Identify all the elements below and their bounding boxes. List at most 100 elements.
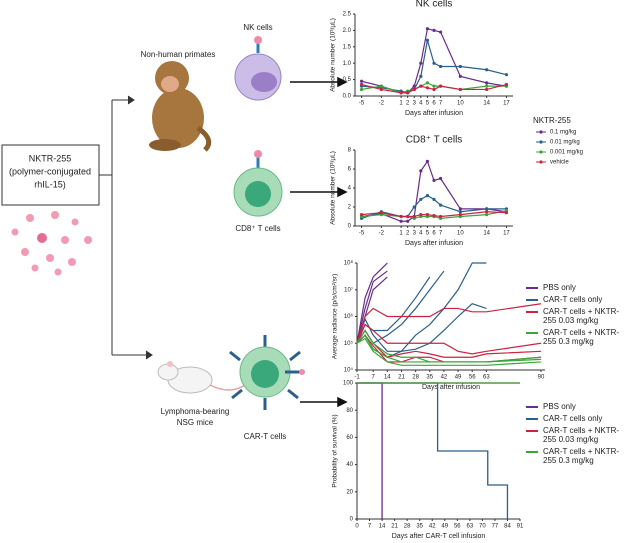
point [425, 213, 430, 217]
point [425, 27, 430, 31]
point [406, 214, 410, 219]
y-tick-label: 0.5 [343, 77, 352, 83]
x-tick-label: 56 [454, 524, 461, 530]
legend: PBS only CAR-T cells only CAR-T cells + NK… [526, 283, 626, 349]
legend-item: PBS only [526, 402, 626, 411]
drug-box [1, 144, 100, 206]
legend-swatch [539, 150, 543, 154]
x-tick-label: 35 [426, 375, 433, 381]
animal-line [356, 262, 388, 344]
legend-item: CAR-T cells only [526, 414, 626, 423]
mice-label: NSG mice [177, 418, 214, 427]
x-tick-label: 63 [467, 524, 474, 530]
point [485, 210, 489, 214]
y-tick-label: 0 [350, 517, 354, 523]
car-t-label: CAR-T cells [244, 432, 287, 441]
x-tick-label: 5 [426, 101, 430, 107]
x-tick-label: 6 [432, 101, 436, 107]
point [425, 159, 430, 163]
y-axis-label: Average radiance (p/s/cm²/sr) [332, 274, 339, 360]
y-tick-label: 1.5 [343, 44, 352, 50]
point [458, 207, 462, 211]
point [419, 213, 423, 217]
y-tick-label: 0 [348, 224, 352, 230]
x-tick-label: 14 [483, 101, 490, 107]
animal-line [356, 303, 542, 344]
x-tick-label: 49 [455, 375, 462, 381]
legend-title: NKTR-255 [533, 116, 571, 125]
legend-label: CAR-T cells only [543, 295, 603, 304]
x-tick-label: 28 [412, 375, 419, 381]
survival-curve [357, 382, 383, 519]
point [379, 87, 383, 92]
legend-item: PBS only [526, 283, 626, 292]
legend-swatch [526, 418, 538, 420]
y-axis-label: Probability of survival (%) [332, 414, 339, 487]
x-tick-label: 56 [469, 375, 476, 381]
legend-swatch [526, 406, 538, 408]
x-tick-label: 3 [413, 101, 417, 107]
legend-label: 0.01 mg/kg [550, 140, 580, 146]
point [425, 81, 430, 85]
point [359, 213, 364, 217]
point [485, 81, 489, 85]
point [458, 87, 462, 92]
legend-label: 0.1 mg/kg [550, 130, 576, 136]
y-tick-label: 10⁸ [344, 260, 354, 267]
animal-line [356, 270, 445, 345]
animal-line [356, 329, 541, 363]
monkey-illustration [149, 61, 212, 152]
legend-label: CAR-T cells + NKTR-255 0.3 mg/kg [543, 447, 620, 465]
x-tick-label: 17 [503, 101, 510, 107]
point [432, 87, 436, 92]
x-tick-label: 3 [413, 231, 417, 237]
x-tick-label: 77 [492, 524, 499, 530]
y-tick-label: 8 [348, 148, 352, 154]
x-tick-label: 6 [432, 231, 436, 237]
cd8-cell-illustration [233, 150, 283, 217]
x-tick-label: 4 [419, 231, 423, 237]
x-axis-label: Days after infusion [422, 384, 480, 391]
y-tick-label: 10⁴ [344, 367, 354, 374]
point [419, 61, 423, 65]
point [425, 86, 430, 90]
x-tick-label: 0 [355, 524, 359, 530]
x-tick-label: 42 [441, 375, 448, 381]
legend-swatch [526, 299, 538, 301]
legend-label: PBS only [543, 402, 576, 411]
x-tick-label: -5 [359, 101, 365, 107]
y-tick-label: 10⁷ [344, 286, 353, 293]
point [359, 87, 364, 92]
legend-label: CAR-T cells + NKTR-255 0.3 mg/kg [543, 328, 620, 346]
y-tick-label: 80 [346, 408, 353, 414]
x-tick-label: -5 [359, 231, 365, 237]
point [485, 87, 489, 92]
nk-label: NK cells [243, 23, 272, 32]
point [419, 197, 423, 201]
y-tick-label: 40 [346, 462, 353, 468]
x-tick-label: 7 [368, 524, 372, 530]
legend-swatch [526, 332, 538, 334]
x-tick-label: 5 [426, 231, 430, 237]
x-tick-label: 35 [416, 524, 423, 530]
x-tick-label: 2 [406, 101, 410, 107]
legend-label: CAR-T cells only [543, 414, 603, 423]
x-tick-label: 90 [538, 375, 545, 381]
point [504, 82, 509, 87]
legend-swatch [526, 311, 538, 313]
animal-line [356, 303, 487, 352]
legend-swatch [526, 451, 538, 453]
y-tick-label: 10⁶ [344, 313, 354, 320]
x-tick-label: 70 [479, 524, 486, 530]
y-tick-label: 20 [346, 489, 353, 495]
point [419, 84, 423, 88]
legend-label: CAR-T cells + NKTR-255 0.03 mg/kg [543, 307, 620, 325]
x-tick-label: 91 [517, 524, 524, 530]
y-tick-label: 1.0 [343, 61, 352, 67]
point [412, 87, 416, 92]
primates-label: Non-human primates [141, 50, 216, 59]
point [485, 84, 489, 88]
animal-line [356, 323, 542, 355]
x-tick-label: 1 [399, 231, 403, 237]
drug-particles [11, 211, 92, 276]
